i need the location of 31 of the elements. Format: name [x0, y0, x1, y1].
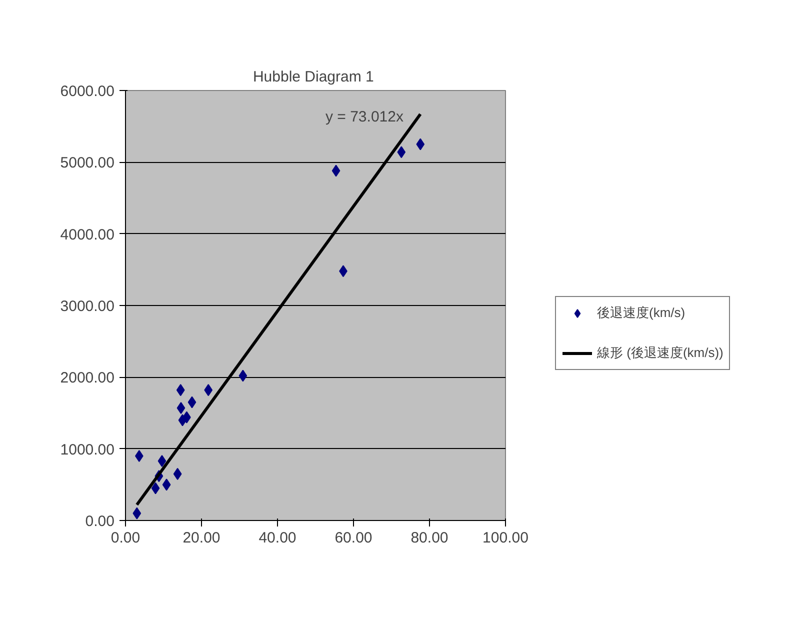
point — [204, 384, 213, 396]
x-tick-label: 40.00 — [258, 530, 296, 546]
x-tick-label: 100.00 — [482, 530, 528, 546]
x-tick-label: 0.00 — [110, 530, 140, 546]
point — [416, 138, 425, 150]
point — [151, 482, 160, 494]
annotation: y = 73.012x — [326, 108, 404, 126]
point — [158, 455, 166, 468]
y-tick-label: 0.00 — [85, 513, 115, 530]
point — [332, 164, 340, 177]
y-tick-label: 4000.00 — [60, 226, 115, 244]
point — [176, 402, 186, 414]
y-tick-label: 5000.00 — [60, 154, 115, 172]
point — [176, 384, 185, 396]
point — [132, 507, 142, 520]
chart-title: Hubble Diagram 1 — [252, 68, 374, 86]
point — [397, 146, 406, 158]
y-tick-label: 3000.00 — [60, 298, 115, 315]
x-tick-label: 20.00 — [182, 530, 220, 546]
point — [162, 478, 171, 491]
point — [173, 468, 182, 480]
y-tick-label: 1000.00 — [60, 441, 115, 458]
point — [188, 396, 196, 408]
point — [238, 370, 248, 382]
point — [135, 450, 144, 462]
x-tick-label: 60.00 — [334, 530, 372, 546]
x-tick-label: 80.00 — [410, 530, 448, 546]
y-tick-label: 2000.00 — [60, 370, 115, 387]
y-tick-label: 6000.00 — [60, 83, 115, 100]
legend-label: 線形 (後退速度(km/s)) — [597, 344, 724, 362]
legend-label: 後退速度(km/s) — [597, 304, 686, 322]
